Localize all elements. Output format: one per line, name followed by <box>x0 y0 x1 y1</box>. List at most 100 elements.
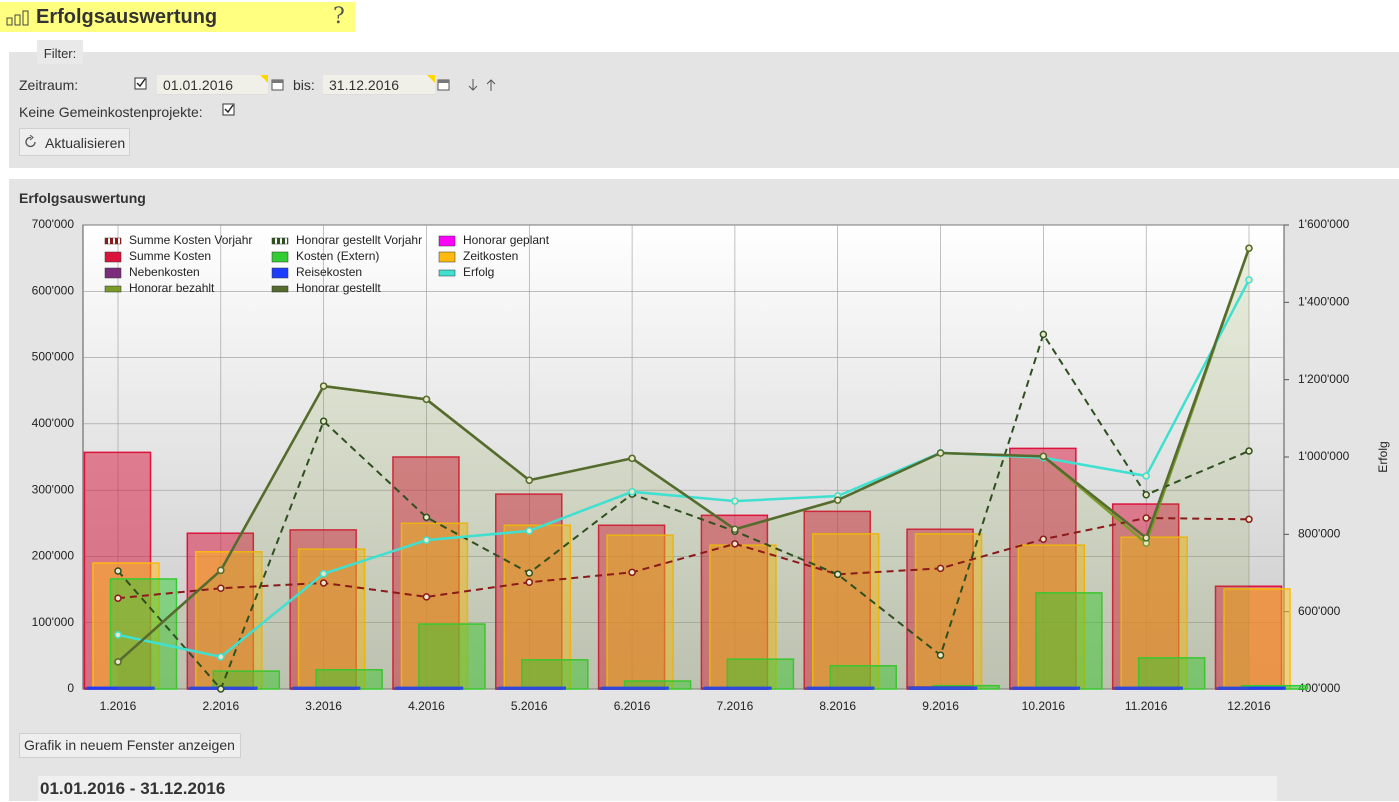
legend-label: Zeitkosten <box>463 249 518 263</box>
date-from[interactable]: 01.01.2016 <box>157 75 268 95</box>
point <box>1040 453 1046 459</box>
point <box>321 571 327 577</box>
point <box>938 652 944 658</box>
x-tick-label: 11.2016 <box>1125 699 1168 713</box>
legend-label: Nebenkosten <box>129 265 200 279</box>
point <box>1246 448 1252 454</box>
y-tick-label: 700'000 <box>32 217 75 231</box>
x-tick-label: 10.2016 <box>1022 699 1066 713</box>
point <box>732 498 738 504</box>
date-to[interactable]: 31.12.2016 <box>323 75 435 95</box>
y-tick-label: 400'000 <box>32 416 75 430</box>
legend-swatch <box>272 286 288 292</box>
point <box>115 568 121 574</box>
point <box>218 654 224 660</box>
popup-button[interactable]: Grafik in neuem Fenster anzeigen <box>19 733 241 758</box>
y-tick-label: 500'000 <box>32 350 75 364</box>
legend-swatch <box>105 286 121 292</box>
point <box>629 569 635 575</box>
point <box>526 579 532 585</box>
legend-label: Honorar bezahlt <box>129 281 215 295</box>
chart-icon <box>6 10 32 26</box>
x-tick-label: 6.2016 <box>614 699 651 713</box>
point <box>423 514 429 520</box>
point <box>1040 331 1046 337</box>
point <box>321 418 327 424</box>
point <box>732 526 738 532</box>
to-label: bis: <box>293 77 315 93</box>
x-tick-label: 7.2016 <box>717 699 754 713</box>
help-icon[interactable]: ? <box>333 4 345 29</box>
x-tick-label: 12.2016 <box>1227 699 1271 713</box>
point <box>526 528 532 534</box>
legend-swatch <box>105 268 121 278</box>
chart-title: Erfolgsauswertung <box>19 190 146 206</box>
y2-tick-label: 1'400'000 <box>1298 295 1350 309</box>
point <box>1143 535 1149 541</box>
legend-swatch <box>272 268 288 278</box>
y2-tick-label: 1'200'000 <box>1298 372 1350 386</box>
refresh-icon <box>24 135 38 149</box>
point <box>835 571 841 577</box>
filter-tab: Filter: <box>37 40 83 64</box>
refresh-label: Aktualisieren <box>45 135 125 151</box>
point <box>526 570 532 576</box>
y2-axis-label: Erfolg <box>1376 441 1390 472</box>
point <box>115 632 121 638</box>
legend-swatch <box>439 252 455 262</box>
point <box>1040 536 1046 542</box>
legend-label: Erfolg <box>463 265 494 279</box>
period-checkbox[interactable] <box>134 77 148 91</box>
point <box>115 659 121 665</box>
point <box>218 567 224 573</box>
calendar-icon[interactable] <box>271 78 285 92</box>
legend-label: Honorar gestellt Vorjahr <box>296 233 422 247</box>
y2-tick-label: 600'000 <box>1298 604 1341 618</box>
page-title: Erfolgsauswertung <box>36 6 217 29</box>
sort-down[interactable] <box>467 77 479 93</box>
legend-label: Summe Kosten <box>129 249 211 263</box>
point <box>629 455 635 461</box>
legend-swatch <box>439 236 455 246</box>
point <box>526 477 532 483</box>
calendar-icon[interactable] <box>437 78 451 92</box>
y-tick-label: 600'000 <box>32 283 75 297</box>
y-tick-label: 100'000 <box>32 615 75 629</box>
period-label: Zeitraum: <box>19 77 78 93</box>
y-tick-label: 0 <box>67 681 74 695</box>
x-tick-label: 9.2016 <box>922 699 959 713</box>
point <box>938 450 944 456</box>
point <box>1143 473 1149 479</box>
x-tick-label: 8.2016 <box>819 699 856 713</box>
legend-label: Honorar geplant <box>463 233 550 247</box>
point <box>1143 492 1149 498</box>
legend-swatch <box>272 252 288 262</box>
header: Erfolgsauswertung ? <box>0 2 355 32</box>
point <box>1246 516 1252 522</box>
y-tick-label: 300'000 <box>32 482 75 496</box>
point <box>218 585 224 591</box>
point <box>321 383 327 389</box>
x-tick-label: 3.2016 <box>305 699 342 713</box>
filter-panel <box>9 52 1399 168</box>
point <box>1246 277 1252 283</box>
legend-swatch <box>105 252 121 262</box>
point <box>115 595 121 601</box>
range-heading: 01.01.2016 - 31.12.2016 <box>38 776 1277 801</box>
x-tick-label: 4.2016 <box>408 699 445 713</box>
y2-tick-label: 1'000'000 <box>1298 449 1350 463</box>
x-tick-label: 2.2016 <box>202 699 239 713</box>
y2-tick-label: 1'600'000 <box>1298 217 1350 231</box>
refresh-button[interactable]: Aktualisieren <box>19 128 130 156</box>
y-tick-label: 200'000 <box>32 549 75 563</box>
legend-label: Honorar gestellt <box>296 281 381 295</box>
sort-up[interactable] <box>485 77 497 93</box>
legend-swatch <box>439 270 455 276</box>
legend-label: Reisekosten <box>296 265 362 279</box>
point <box>423 537 429 543</box>
legend-label: Summe Kosten Vorjahr <box>129 233 252 247</box>
point <box>423 396 429 402</box>
point <box>938 565 944 571</box>
point <box>218 686 224 692</box>
no-overhead-checkbox[interactable] <box>222 103 236 117</box>
